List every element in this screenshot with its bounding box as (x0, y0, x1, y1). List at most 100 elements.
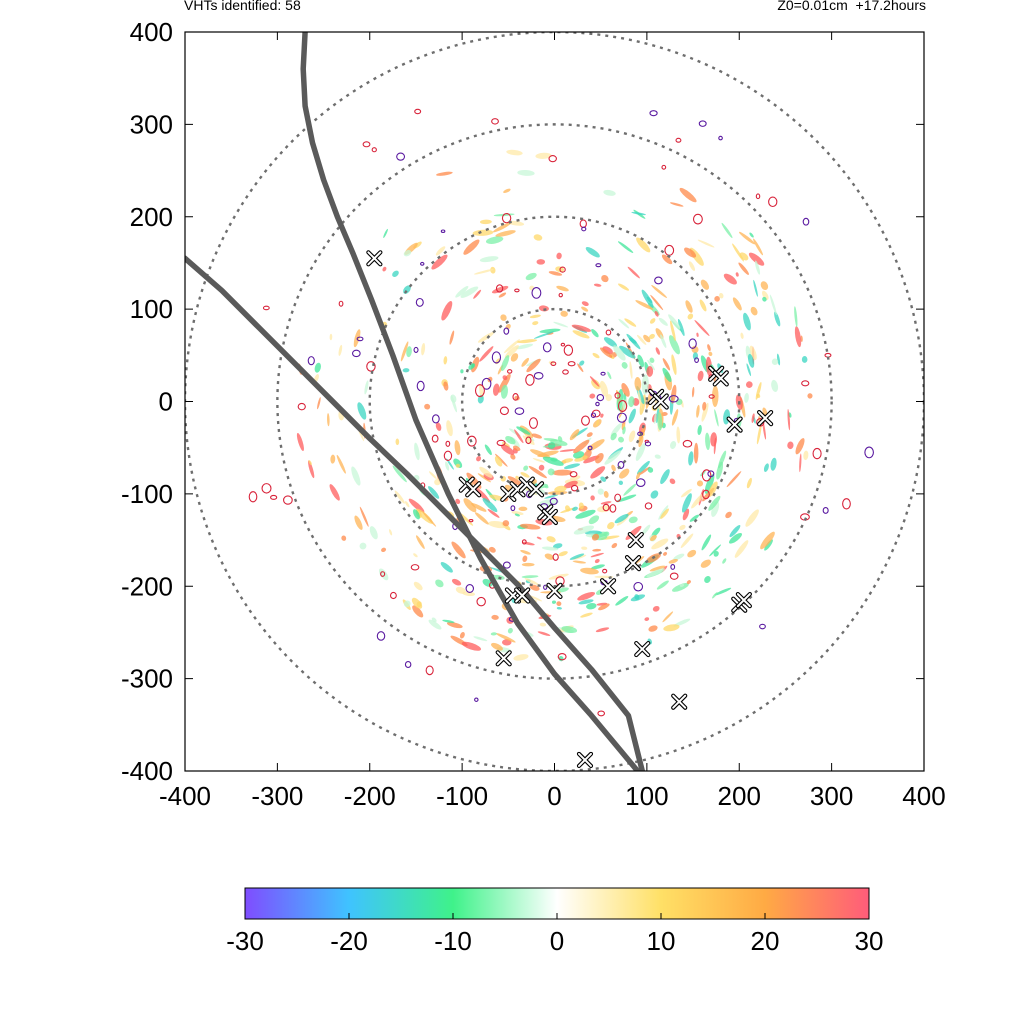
contour-ring (491, 351, 502, 364)
contour-ring (563, 344, 574, 356)
vorticity-blob (744, 392, 749, 403)
vorticity-blob (747, 353, 755, 368)
vorticity-blob (496, 633, 516, 643)
contour-ring (581, 226, 587, 232)
vorticity-blob (435, 579, 444, 588)
vorticity-blob (746, 363, 752, 377)
contour-ring (579, 219, 587, 229)
vorticity-blob (408, 498, 425, 513)
contour-ring (602, 503, 610, 512)
vorticity-blob (635, 443, 646, 461)
contour-ring (552, 553, 559, 561)
vorticity-blob (689, 514, 700, 522)
vorticity-blob (400, 341, 409, 362)
vorticity-blob (435, 246, 446, 256)
vorticity-blob (428, 486, 440, 499)
vht-marker-inner (601, 579, 616, 594)
contour-ring (614, 493, 622, 502)
vorticity-blob (594, 575, 614, 579)
vorticity-blob (591, 564, 605, 570)
vorticity-blob (712, 592, 718, 599)
contour-ring (801, 380, 810, 387)
vorticity-blob (422, 511, 437, 527)
vorticity-blob (428, 471, 437, 479)
vorticity-blob (628, 408, 636, 424)
vorticity-blob (610, 423, 623, 437)
vht-marker-inner (758, 411, 773, 426)
vorticity-blob (628, 430, 636, 443)
vorticity-blob (646, 568, 665, 578)
vorticity-blob (764, 539, 773, 551)
vht-marker-inner (577, 752, 592, 767)
contour-ring (675, 137, 682, 143)
vorticity-blob (442, 619, 455, 623)
vorticity-blob (506, 149, 523, 156)
contour-ring (501, 212, 512, 224)
vht-marker (541, 508, 558, 526)
vorticity-blob (635, 300, 654, 310)
vorticity-blob (552, 543, 563, 549)
vorticity-blob (495, 230, 516, 237)
vorticity-blob (592, 352, 600, 359)
vorticity-blob (528, 595, 543, 602)
contour-ring (595, 263, 602, 268)
vorticity-blob (500, 355, 510, 371)
vorticity-blob (537, 631, 551, 636)
vorticity-blob (404, 501, 410, 508)
contour-ring (443, 450, 453, 461)
vorticity-blob (671, 354, 677, 375)
vorticity-blob (359, 542, 367, 550)
contour-ring (270, 494, 278, 500)
vorticity-blob (591, 329, 599, 338)
vht-marker (546, 582, 563, 599)
vorticity-blob (556, 252, 562, 260)
contour-ring (654, 276, 663, 285)
vorticity-blob (450, 395, 458, 413)
vorticity-blob (649, 357, 655, 363)
vorticity-blob (517, 169, 535, 176)
vorticity-blob (628, 516, 638, 524)
vorticity-blob (530, 449, 551, 459)
vorticity-blob (635, 472, 641, 480)
vorticity-blob (743, 312, 751, 331)
vorticity-blob (327, 413, 330, 427)
vorticity-blob (406, 346, 412, 358)
vorticity-blob (771, 358, 779, 365)
vorticity-blob (652, 606, 660, 612)
vorticity-blob (600, 413, 604, 418)
vorticity-blob (591, 533, 600, 541)
vorticity-blob (618, 318, 630, 329)
vorticity-blob (561, 626, 578, 634)
contour-ring (495, 284, 504, 293)
contour-ring (416, 380, 425, 392)
contour-ring (548, 155, 557, 163)
vorticity-blob (687, 313, 694, 320)
vorticity-blob (445, 461, 450, 471)
vht-marker-inner (510, 482, 525, 497)
vorticity-blob (771, 379, 779, 392)
vorticity-blob (514, 429, 524, 444)
vorticity-blob (479, 256, 499, 263)
contour-ring (755, 193, 761, 200)
y-tick-label: 300 (130, 109, 173, 139)
vorticity-blob (525, 272, 537, 281)
vorticity-blob (637, 354, 645, 368)
vorticity-blob (708, 351, 713, 357)
vorticity-blob (573, 451, 585, 459)
vorticity-blob (460, 369, 464, 374)
vorticity-blob (618, 283, 630, 291)
vorticity-blob (740, 332, 744, 339)
vorticity-blob (538, 305, 549, 312)
vorticity-blob (463, 239, 480, 255)
range-ring-400 (185, 32, 924, 771)
vorticity-blob (524, 578, 539, 586)
contour-ring (701, 469, 712, 482)
vorticity-blob (383, 228, 388, 238)
vorticity-blob (394, 490, 405, 504)
vorticity-blob (599, 380, 609, 397)
vorticity-blob (491, 285, 509, 294)
vorticity-blob (490, 632, 497, 636)
contour-ring (356, 336, 364, 342)
y-tick-label: 0 (159, 387, 173, 417)
vorticity-blob (701, 534, 712, 551)
